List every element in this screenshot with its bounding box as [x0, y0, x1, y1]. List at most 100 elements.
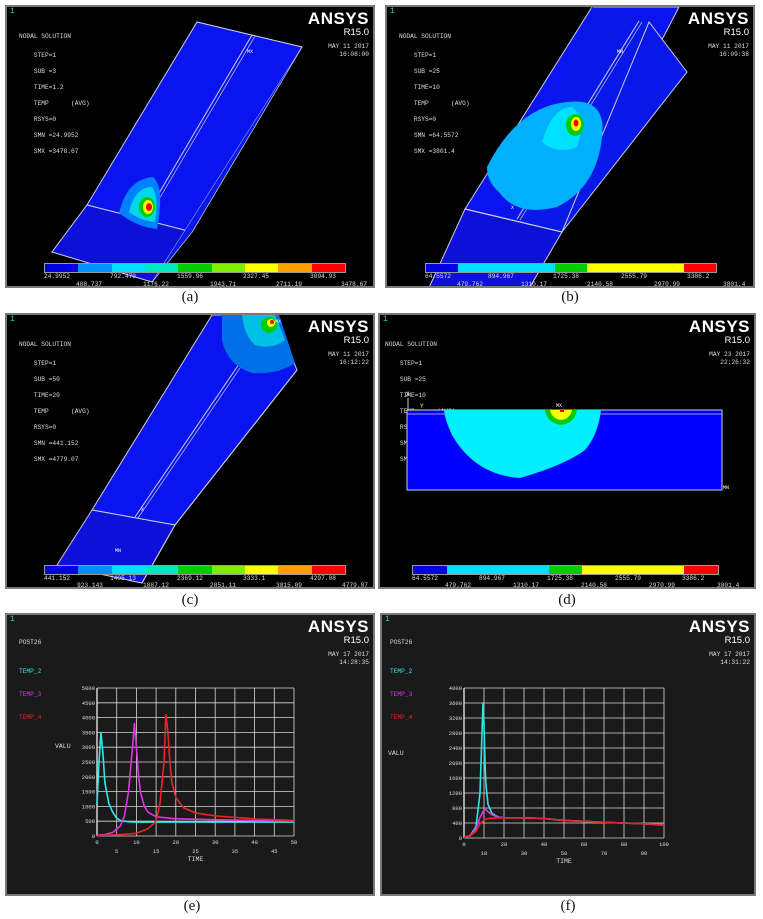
info-line: SMX =3801.4: [413, 148, 455, 155]
info-line: RSYS=0: [33, 116, 57, 123]
svg-text:0: 0: [459, 835, 462, 842]
info-line: TIME=20: [33, 392, 60, 399]
panel-d: 1 NODAL SOLUTION STEP=1 SUB =25 TIME=10 …: [378, 313, 756, 589]
legend-value: 1887.12: [143, 582, 169, 589]
legend-value: 2555.79: [621, 273, 647, 280]
line-chart-e: 0510152025303540455005001000150020002500…: [55, 685, 297, 863]
ansys-logo: ANSYS: [687, 9, 749, 28]
svg-text:2400: 2400: [449, 745, 462, 752]
svg-text:3200: 3200: [449, 715, 462, 722]
window-number: 1: [390, 7, 395, 16]
svg-text:3000: 3000: [82, 744, 95, 751]
legend-value: 1310.17: [521, 281, 547, 288]
mn-marker: MN: [617, 49, 623, 55]
legend-value: 792.479: [110, 273, 136, 280]
info-line: TEMP (AVG): [413, 100, 470, 107]
svg-text:1000: 1000: [82, 803, 95, 810]
svg-text:800: 800: [452, 805, 462, 812]
svg-text:20: 20: [501, 841, 508, 848]
window-number: 1: [10, 315, 15, 324]
svg-text:10: 10: [481, 850, 488, 857]
version-label: R15.0: [724, 335, 750, 346]
info-block: NODAL SOLUTION STEP=1 SUB =3 TIME=1.2 TE…: [19, 17, 90, 164]
window-number: 1: [385, 615, 390, 624]
version-label: R15.0: [343, 27, 369, 38]
info-line: SUB =3: [33, 68, 57, 75]
legend-value: 479.762: [445, 582, 471, 589]
svg-text:30: 30: [212, 839, 219, 846]
time-label: 16:09:38: [719, 51, 749, 58]
post26-title: POST26: [19, 639, 42, 646]
info-line: SUB =25: [413, 68, 440, 75]
legend-temp-2: TEMP_2: [390, 668, 413, 675]
model-view: MN X: [429, 7, 688, 286]
axis-x-label: X: [141, 507, 144, 513]
date-label: MAY 23 2017: [709, 351, 750, 358]
svg-text:VALU: VALU: [55, 743, 71, 750]
info-line: SMX =3478.67: [33, 148, 79, 155]
svg-text:500: 500: [85, 818, 95, 825]
legend-value: 3094.93: [310, 273, 336, 280]
legend-value: 1943.71: [210, 281, 236, 288]
legend-value: 3386.2: [687, 273, 710, 280]
panel-e: 1 POST26 TEMP_2 TEMP_3 TEMP_4 ANSYS R15.…: [5, 613, 375, 896]
legend-block: POST26 TEMP_2 TEMP_3 TEMP_4: [19, 623, 41, 737]
line-chart-f: 0 10 20 30 40 50 60 70 80 90 100 0 400 800 1200 1600 200…: [388, 685, 669, 865]
version-label: R15.0: [724, 635, 750, 646]
svg-text:VALU: VALU: [388, 750, 404, 757]
ansys-brand: ANSYS R15.0 MAY 11 2017 16:12:22: [308, 318, 369, 367]
legend-value: 2711.19: [276, 281, 302, 288]
svg-text:4000: 4000: [449, 685, 462, 692]
legend-value: 1310.17: [513, 582, 539, 589]
color-legend-bar: [44, 565, 346, 575]
svg-text:1600: 1600: [449, 775, 462, 782]
solution-title: NODAL SOLUTION: [385, 341, 437, 348]
info-line: TIME=10: [413, 84, 440, 91]
legend-temp-4: TEMP_4: [19, 714, 42, 721]
model-view: MX MN X Y: [406, 391, 729, 491]
info-line: TEMP (AVG): [33, 100, 90, 107]
legend-temp-4: TEMP_4: [390, 714, 413, 721]
legend-value: 1725.38: [553, 273, 579, 280]
svg-text:35: 35: [232, 848, 239, 855]
legend-value: 1405.13: [110, 575, 136, 582]
svg-text:TIME: TIME: [188, 856, 204, 863]
legend-value: 923.143: [77, 582, 103, 589]
date-label: MAY 17 2017: [328, 651, 369, 658]
mx-marker: MX: [556, 403, 562, 409]
svg-text:40: 40: [541, 841, 548, 848]
panel-b: 1 NODAL SOLUTION STEP=1 SUB =25 TIME=10 …: [385, 5, 755, 288]
svg-text:15: 15: [153, 848, 160, 855]
ansys-brand: ANSYS R15.0 MAY 17 2017 14:31:22: [689, 618, 750, 667]
info-line: SUB =25: [399, 376, 426, 383]
svg-text:0: 0: [95, 839, 98, 846]
caption-f: (f): [560, 898, 576, 914]
legend-value: 3333.1: [243, 575, 266, 582]
color-legend-bar: [425, 263, 717, 273]
legend-value: 4779.07: [342, 582, 368, 589]
info-line: SMN =24.9952: [33, 132, 79, 139]
svg-text:2000: 2000: [449, 760, 462, 767]
model-view: MX: [51, 21, 303, 283]
date-label: MAY 17 2017: [709, 651, 750, 658]
info-block: NODAL SOLUTION STEP=1 SUB =50 TIME=20 TE…: [19, 325, 90, 472]
window-number: 1: [10, 7, 15, 16]
svg-text:50: 50: [561, 850, 568, 857]
svg-text:1200: 1200: [449, 790, 462, 797]
svg-text:45: 45: [271, 848, 278, 855]
time-label: 22:26:32: [720, 359, 750, 366]
legend-value: 1559.96: [177, 273, 203, 280]
time-label: 16:08:00: [339, 51, 369, 58]
legend-value: 4297.08: [310, 575, 336, 582]
svg-text:4000: 4000: [82, 715, 95, 722]
ansys-logo: ANSYS: [307, 317, 369, 336]
svg-text:0: 0: [462, 841, 465, 848]
legend-value: 2140.58: [587, 281, 613, 288]
svg-text:5000: 5000: [82, 685, 95, 692]
time-label: 14:28:35: [339, 659, 369, 666]
info-line: TEMP (AVG): [33, 408, 90, 415]
svg-text:60: 60: [581, 841, 588, 848]
color-legend-bar: [44, 263, 346, 273]
panel-a: 1 NODAL SOLUTION STEP=1 SUB =3 TIME=1.2 …: [5, 5, 375, 288]
solution-title: NODAL SOLUTION: [399, 33, 451, 40]
